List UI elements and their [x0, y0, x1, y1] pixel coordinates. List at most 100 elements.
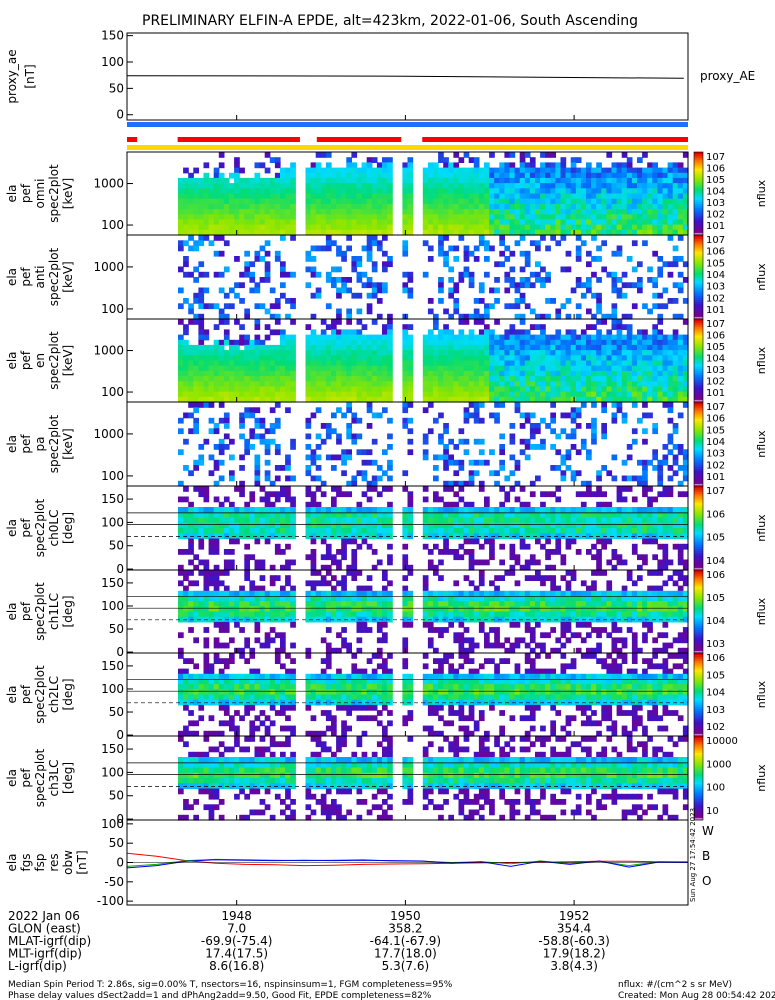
- heatmap-cell: [519, 507, 526, 513]
- heatmap-cell: [616, 277, 623, 283]
- heatmap-cell: [402, 407, 409, 414]
- heatmap-cell: [463, 386, 470, 393]
- heatmap-cell: [540, 365, 546, 372]
- heatmap-cell: [427, 334, 434, 341]
- heatmap-cell: [320, 365, 327, 372]
- heatmap-cell: [203, 381, 210, 388]
- heatmap-cell: [213, 177, 220, 184]
- heatmap-cell: [274, 381, 281, 388]
- heatmap-cell: [213, 549, 220, 555]
- heatmap-cell: [269, 407, 276, 414]
- colorbar-segment: [694, 492, 703, 495]
- y-tick-label: 100: [101, 302, 124, 316]
- heatmap-cell: [443, 209, 449, 215]
- heatmap-cell: [188, 590, 194, 597]
- heatmap-cell: [458, 172, 465, 179]
- heatmap-cell: [249, 407, 256, 414]
- heatmap-cell: [468, 459, 475, 466]
- heatmap-cell: [198, 507, 205, 513]
- heatmap-cell: [519, 365, 526, 372]
- heatmap-cell: [473, 308, 480, 315]
- heatmap-cell: [591, 381, 597, 388]
- heatmap-cell: [254, 470, 261, 477]
- heatmap-cell: [662, 334, 669, 341]
- heatmap-cell: [234, 512, 240, 519]
- heatmap-cell: [565, 433, 572, 440]
- heatmap-cell: [315, 214, 322, 221]
- heatmap-cell: [677, 391, 684, 398]
- heatmap-cell: [280, 386, 286, 393]
- heatmap-cell: [489, 329, 495, 336]
- heatmap-cell: [310, 554, 317, 561]
- heatmap-cell: [285, 507, 291, 513]
- heatmap-cell: [443, 522, 449, 529]
- heatmap-cell: [463, 355, 470, 362]
- heatmap-cell: [529, 480, 536, 487]
- heatmap-cell: [402, 209, 409, 215]
- heatmap-cell: [325, 152, 332, 158]
- heatmap-cell: [285, 376, 291, 382]
- colorbar-segment: [694, 298, 703, 301]
- heatmap-cell: [193, 402, 199, 408]
- heatmap-cell: [336, 177, 342, 184]
- heatmap-cell: [264, 261, 271, 268]
- heatmap-cell: [489, 193, 495, 200]
- heatmap-cell: [575, 277, 582, 283]
- heatmap-cell: [244, 642, 250, 649]
- heatmap-cell: [601, 319, 607, 325]
- heatmap-cell: [616, 183, 623, 189]
- heatmap-cell: [570, 177, 577, 184]
- heatmap-cell: [325, 355, 332, 362]
- heatmap-cell: [218, 417, 225, 424]
- heatmap-cell: [387, 329, 393, 336]
- colorbar-segment: [694, 416, 703, 420]
- heatmap-cell: [489, 391, 495, 398]
- heatmap-cell: [259, 601, 266, 607]
- heatmap-cell: [305, 491, 312, 498]
- heatmap-cell: [672, 360, 679, 367]
- colorbar-segment: [694, 370, 703, 374]
- heatmap-cell: [264, 198, 271, 205]
- heatmap-cell: [529, 198, 536, 205]
- heatmap-cell: [178, 517, 184, 524]
- heatmap-cell: [606, 177, 613, 184]
- heatmap-cell: [259, 203, 266, 210]
- heatmap-cell: [183, 240, 189, 247]
- heatmap-cell: [366, 376, 373, 382]
- heatmap-cell: [254, 334, 261, 341]
- heatmap-cell: [310, 512, 317, 519]
- heatmap-cell: [596, 475, 602, 482]
- heatmap-cell: [570, 381, 577, 388]
- heatmap-cell: [519, 396, 526, 403]
- heatmap-cell: [499, 172, 505, 179]
- heatmap-cell: [652, 554, 658, 561]
- heatmap-cell: [443, 549, 449, 555]
- heatmap-cell: [331, 507, 337, 513]
- heatmap-cell: [198, 319, 205, 325]
- heatmap-cell: [550, 177, 556, 184]
- colorbar-segment: [694, 368, 703, 372]
- heatmap-cell: [351, 188, 358, 195]
- heatmap-cell: [208, 528, 215, 534]
- heatmap-cell: [672, 391, 679, 398]
- heatmap-cell: [280, 528, 286, 534]
- heatmap-cell: [407, 365, 414, 372]
- heatmap-cell: [239, 465, 245, 471]
- heatmap-cell: [188, 219, 194, 226]
- heatmap-cell: [621, 559, 628, 566]
- heatmap-cell: [234, 224, 240, 231]
- heatmap-cell: [351, 365, 358, 372]
- heatmap-cell: [550, 298, 556, 304]
- heatmap-cell: [239, 355, 245, 362]
- heatmap-cell: [371, 512, 378, 519]
- heatmap-cell: [514, 219, 521, 226]
- heatmap-cell: [642, 533, 648, 540]
- heatmap-cell: [366, 396, 373, 403]
- heatmap-cell: [657, 355, 664, 362]
- heatmap-cell: [631, 396, 638, 403]
- heatmap-cell: [427, 209, 434, 215]
- heatmap-cell: [320, 209, 327, 215]
- heatmap-cell: [606, 344, 613, 351]
- heatmap-cell: [524, 193, 531, 200]
- heatmap-cell: [591, 292, 597, 299]
